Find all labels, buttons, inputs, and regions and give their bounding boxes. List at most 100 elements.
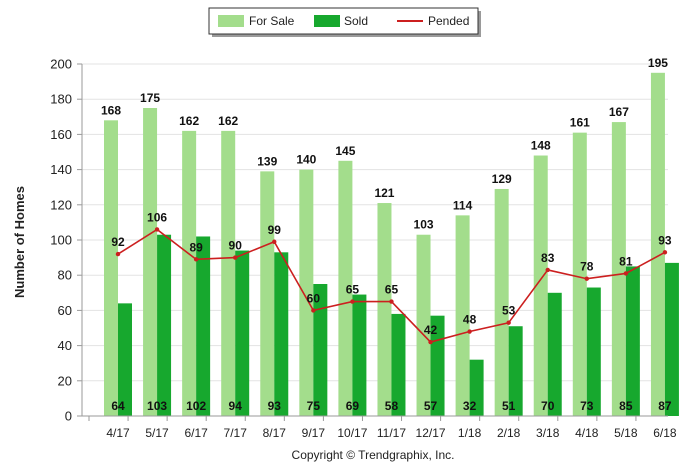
pended-point [467, 329, 472, 334]
pended-point [115, 251, 121, 257]
label-pended: 89 [189, 240, 203, 254]
x-tick-label: 11/17 [377, 426, 406, 440]
label-sold: 85 [619, 399, 633, 413]
label-pended: 48 [463, 313, 477, 327]
label-sold: 75 [307, 399, 321, 413]
label-pended: 42 [424, 323, 438, 337]
pended-point [545, 267, 550, 273]
pended-point [311, 308, 316, 313]
bar-sold [352, 294, 367, 416]
y-tick-label: 60 [58, 303, 72, 318]
label-pended: 65 [385, 283, 399, 297]
y-tick-label: 0 [65, 409, 72, 424]
y-axis-ticks: 0 20 40 60 80 100 120 140 160 180 200 [50, 57, 82, 424]
legend-label-sold: Sold [344, 14, 368, 28]
label-for-sale: 121 [374, 186, 394, 200]
label-sold: 103 [147, 399, 167, 413]
bar-sold [274, 252, 289, 416]
y-tick-label: 80 [58, 268, 72, 283]
bar-for-sale [299, 169, 314, 416]
label-pended: 65 [346, 283, 360, 297]
label-pended: 92 [111, 235, 125, 249]
bar-for-sale [650, 72, 665, 417]
y-tick-label: 180 [50, 92, 72, 107]
bar-for-sale [182, 130, 197, 416]
bar-for-sale [455, 215, 470, 416]
bar-for-sale [533, 155, 548, 416]
label-for-sale: 168 [101, 103, 121, 117]
x-tick-label: 7/17 [224, 426, 248, 440]
label-for-sale: 162 [179, 114, 199, 128]
bar-for-sale [104, 120, 118, 416]
label-sold: 87 [658, 399, 672, 413]
x-tick-label: 3/18 [536, 426, 560, 440]
label-for-sale: 114 [453, 198, 473, 212]
label-for-sale: 175 [140, 91, 160, 105]
bar-for-sale [611, 122, 626, 416]
label-for-sale: 167 [609, 105, 629, 119]
x-tick-label: 10/17 [337, 426, 367, 440]
bar-sold [469, 359, 484, 416]
legend-label-for-sale: For Sale [249, 14, 295, 28]
x-tick-label: 6/18 [653, 426, 677, 440]
x-tick-label: 12/17 [416, 426, 446, 440]
bar-for-sale [377, 203, 392, 416]
label-pended: 60 [307, 291, 321, 305]
label-pended: 78 [580, 260, 594, 274]
x-tick-label: 4/18 [575, 426, 599, 440]
x-tick-label: 8/17 [263, 426, 287, 440]
label-sold: 94 [229, 399, 243, 413]
label-for-sale: 195 [648, 56, 668, 70]
bar-for-sale [221, 130, 236, 416]
bar-sold [508, 326, 523, 416]
bars [104, 72, 679, 417]
label-for-sale: 129 [492, 172, 512, 186]
bar-sold [118, 303, 132, 416]
label-sold: 73 [580, 399, 594, 413]
y-tick-label: 140 [50, 162, 72, 177]
label-sold: 93 [268, 399, 282, 413]
legend-swatch-for-sale [218, 15, 244, 27]
y-tick-label: 40 [58, 338, 72, 353]
pended-point [584, 276, 589, 281]
label-sold: 32 [463, 399, 477, 413]
bar-sold [196, 236, 211, 416]
y-tick-label: 120 [50, 197, 72, 212]
grid-lines [82, 63, 668, 417]
y-tick-label: 20 [58, 373, 72, 388]
bar-sold [157, 234, 172, 416]
label-pended: 106 [147, 210, 167, 224]
label-sold: 57 [424, 399, 438, 413]
label-pended: 53 [502, 304, 516, 318]
y-axis-label: Number of Homes [12, 186, 27, 298]
pended-point [389, 299, 394, 304]
label-sold: 70 [541, 399, 555, 413]
label-pended: 81 [619, 254, 633, 268]
x-axis-ticks: 4/17 5/17 6/17 7/17 8/17 9/17 10/17 11/17 12/17 1… [106, 426, 677, 440]
bar-sold [547, 292, 562, 416]
bar-for-sale [143, 108, 158, 416]
x-tick-label: 9/17 [302, 426, 326, 440]
y-tick-label: 200 [50, 57, 72, 72]
bar-sold [313, 284, 328, 416]
label-sold: 58 [385, 399, 399, 413]
label-pended: 90 [229, 239, 243, 253]
pended-point [506, 320, 511, 325]
pended-point [350, 299, 355, 304]
x-tick-label: 5/18 [614, 426, 638, 440]
x-tick-label: 5/17 [145, 426, 169, 440]
label-pended: 99 [268, 223, 282, 237]
x-tick-label: 4/17 [106, 426, 130, 440]
bar-for-sale [338, 160, 353, 416]
label-for-sale: 148 [531, 139, 551, 153]
label-pended: 83 [541, 251, 555, 265]
pended-point [623, 271, 629, 276]
legend-label-pended: Pended [428, 14, 469, 28]
label-for-sale: 140 [296, 153, 316, 167]
label-pended: 93 [658, 233, 672, 247]
bar-sold [586, 287, 601, 416]
pended-point [272, 239, 277, 244]
bar-sold [625, 266, 640, 416]
label-sold: 69 [346, 399, 360, 413]
